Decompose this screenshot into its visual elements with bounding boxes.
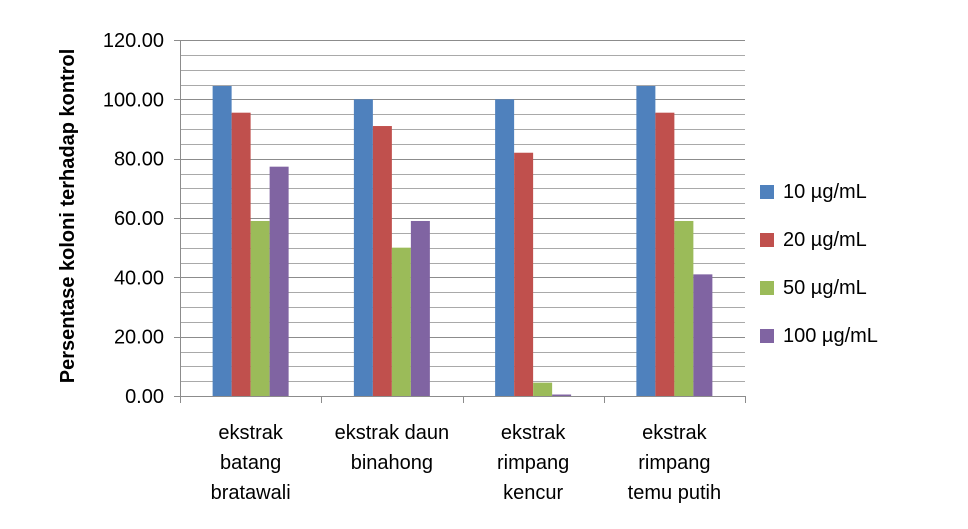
- bar: [636, 85, 656, 396]
- legend-swatch: [760, 233, 774, 247]
- legend-swatch: [760, 281, 774, 295]
- y-tick-labels: 0.00 20.00 40.00 60.00 80.00 100.00 120.00: [103, 30, 164, 408]
- bar: [514, 152, 534, 396]
- y-tick-label: 20.00: [114, 327, 164, 349]
- legend-label: 10 µg/mL: [783, 180, 867, 203]
- bar: [231, 112, 251, 396]
- legend-item: 20 µg/mL: [760, 228, 878, 251]
- y-tick-label: 100.00: [103, 89, 164, 111]
- bar: [674, 220, 694, 396]
- bar: [655, 112, 675, 396]
- legend-label: 100 µg/mL: [783, 324, 878, 347]
- y-tick-label: 60.00: [114, 208, 164, 230]
- bars: [212, 85, 713, 397]
- legend: 10 µg/mL 20 µg/mL 50 µg/mL 100 µg/mL: [760, 180, 878, 374]
- y-tick-label: 0.00: [125, 386, 164, 408]
- legend-label: 20 µg/mL: [783, 228, 867, 251]
- legend-item: 50 µg/mL: [760, 276, 878, 299]
- legend-item: 100 µg/mL: [760, 324, 878, 347]
- bar: [391, 247, 411, 396]
- bar: [495, 99, 515, 396]
- bar: [372, 126, 392, 397]
- y-tick-label: 40.00: [114, 267, 164, 289]
- axes: [174, 40, 746, 403]
- y-tick-label: 80.00: [114, 149, 164, 171]
- x-tick-label: ekstrak daun binahong: [335, 422, 450, 474]
- legend-swatch: [760, 329, 774, 343]
- bar: [552, 394, 572, 396]
- bar: [353, 99, 373, 396]
- x-tick-label: ekstrak batang bratawali: [211, 422, 291, 504]
- legend-item: 10 µg/mL: [760, 180, 878, 203]
- x-tick-labels: ekstrak batang bratawali ekstrak daun binaho…: [211, 422, 721, 504]
- bar: [269, 166, 289, 396]
- y-tick-label: 120.00: [103, 30, 164, 52]
- bar: [693, 274, 713, 396]
- legend-swatch: [760, 185, 774, 199]
- bar: [250, 220, 270, 396]
- bar: [410, 220, 430, 396]
- x-tick-label: ekstrak rimpang kencur: [497, 422, 569, 504]
- legend-label: 50 µg/mL: [783, 276, 867, 299]
- y-axis-title: Persentase koloni terhadap kontrol: [57, 49, 79, 384]
- x-tick-label: ekstrak rimpang temu putih: [628, 422, 721, 504]
- bar: [533, 382, 553, 396]
- bar: [212, 85, 232, 396]
